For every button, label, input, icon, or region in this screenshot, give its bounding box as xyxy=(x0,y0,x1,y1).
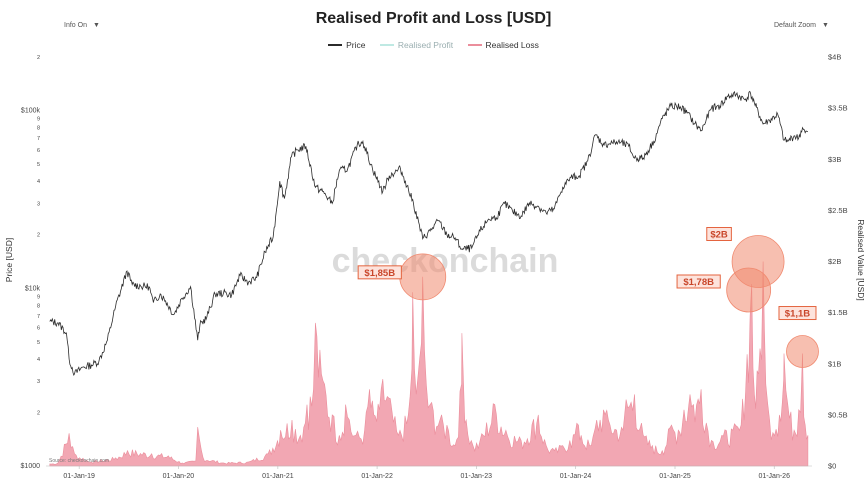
y-right-tick-label: $3B xyxy=(828,155,841,164)
annotation-label: $1,1B xyxy=(785,309,810,320)
annotation-label-box xyxy=(676,274,721,289)
legend-swatch-price xyxy=(328,44,343,46)
y-right-axis-title: Realised Value [USD] xyxy=(856,219,866,301)
zoom-select-label: Default Zoom xyxy=(774,22,817,29)
legend-label-realised-loss: Realised Loss xyxy=(485,40,539,50)
y-left-tick-label: 2 xyxy=(37,55,40,61)
annotation-label-box xyxy=(357,265,402,280)
y-left-tick-label: 3 xyxy=(37,201,40,207)
annotation-bubble xyxy=(731,235,785,288)
y-right-tick-label: $0 xyxy=(828,462,836,471)
y-left-tick-label: $100k xyxy=(21,108,41,115)
chevron-down-icon: ▼ xyxy=(92,22,100,29)
y-left-tick-label: 7 xyxy=(37,314,40,320)
x-tick-label: 01-Jan-25 xyxy=(659,473,691,480)
y-left-axis-title: Price [USD] xyxy=(4,238,14,282)
legend-item-realised-loss[interactable]: Realised Loss xyxy=(467,40,539,50)
y-right-tick-label: $0.5B xyxy=(828,410,848,419)
annotation-label-box xyxy=(706,227,732,241)
annotation-label: $2B xyxy=(710,230,728,241)
y-left-tick-label: 9 xyxy=(37,117,40,123)
y-left-tick-label: 6 xyxy=(37,148,40,154)
y-left-tick-label: 5 xyxy=(37,162,40,168)
y-right-tick-label: $4B xyxy=(828,53,841,62)
chart-legend: Price Realised Profit Realised Loss xyxy=(0,38,867,50)
x-tick-label: 01-Jan-19 xyxy=(63,473,95,480)
chart-title: Realised Profit and Loss [USD] xyxy=(315,10,552,27)
y-left-tick-label: 4 xyxy=(37,357,40,363)
y-right-tick-label: $3.5B xyxy=(828,104,848,113)
info-toggle[interactable]: Info On ▼ xyxy=(64,22,100,29)
annotation-label: $1,78B xyxy=(683,277,714,288)
legend-swatch-realised-loss xyxy=(467,44,482,46)
annotation-bubble xyxy=(786,335,819,368)
legend-label-realised-profit: Realised Profit xyxy=(397,40,454,50)
y-left-tick-label: $1000 xyxy=(21,463,41,470)
annotation-bubble xyxy=(399,253,447,301)
info-toggle-label: Info On xyxy=(64,22,87,29)
y-right-tick-label: $2.5B xyxy=(828,206,848,215)
y-left-tick-label: 6 xyxy=(37,326,40,332)
series-realised-loss-area xyxy=(49,261,809,467)
y-right-tick-label: $2B xyxy=(828,257,841,266)
y-left-tick-label: 8 xyxy=(37,303,40,309)
legend-swatch-realised-profit xyxy=(379,44,394,46)
chevron-down-icon: ▼ xyxy=(822,22,829,29)
y-left-tick-label: $10k xyxy=(25,285,41,292)
legend-label-price: Price xyxy=(346,40,366,50)
y-left-tick-label: 2 xyxy=(37,233,40,239)
annotation-label-box xyxy=(778,306,817,321)
x-tick-label: 01-Jan-20 xyxy=(163,473,195,480)
x-tick-label: 01-Jan-24 xyxy=(560,473,592,480)
zoom-select[interactable]: Default Zoom ▼ xyxy=(774,22,829,29)
y-left-tick-label: 3 xyxy=(37,379,40,385)
y-left-tick-label: 2 xyxy=(37,410,40,416)
y-right-tick-label: $1B xyxy=(828,359,841,368)
legend-item-price[interactable]: Price xyxy=(328,40,365,50)
legend-item-realised-profit[interactable]: Realised Profit xyxy=(379,40,454,50)
y-left-tick-label: 4 xyxy=(37,179,40,185)
y-left-tick-label: 5 xyxy=(37,340,40,346)
x-tick-label: 01-Jan-23 xyxy=(461,473,493,480)
x-tick-label: 01-Jan-22 xyxy=(361,473,393,480)
y-left-tick-label: 7 xyxy=(37,136,40,142)
source-label: Source: checkonchain.com xyxy=(49,458,109,464)
y-left-tick-label: 9 xyxy=(37,294,40,300)
y-left-tick-label: 8 xyxy=(37,126,40,132)
x-tick-label: 01-Jan-21 xyxy=(262,473,294,480)
annotation-label: $1,85B xyxy=(364,268,395,279)
series-price-line xyxy=(49,90,809,376)
y-right-tick-label: $1.5B xyxy=(828,308,848,317)
x-tick-label: 01-Jan-26 xyxy=(758,473,790,480)
